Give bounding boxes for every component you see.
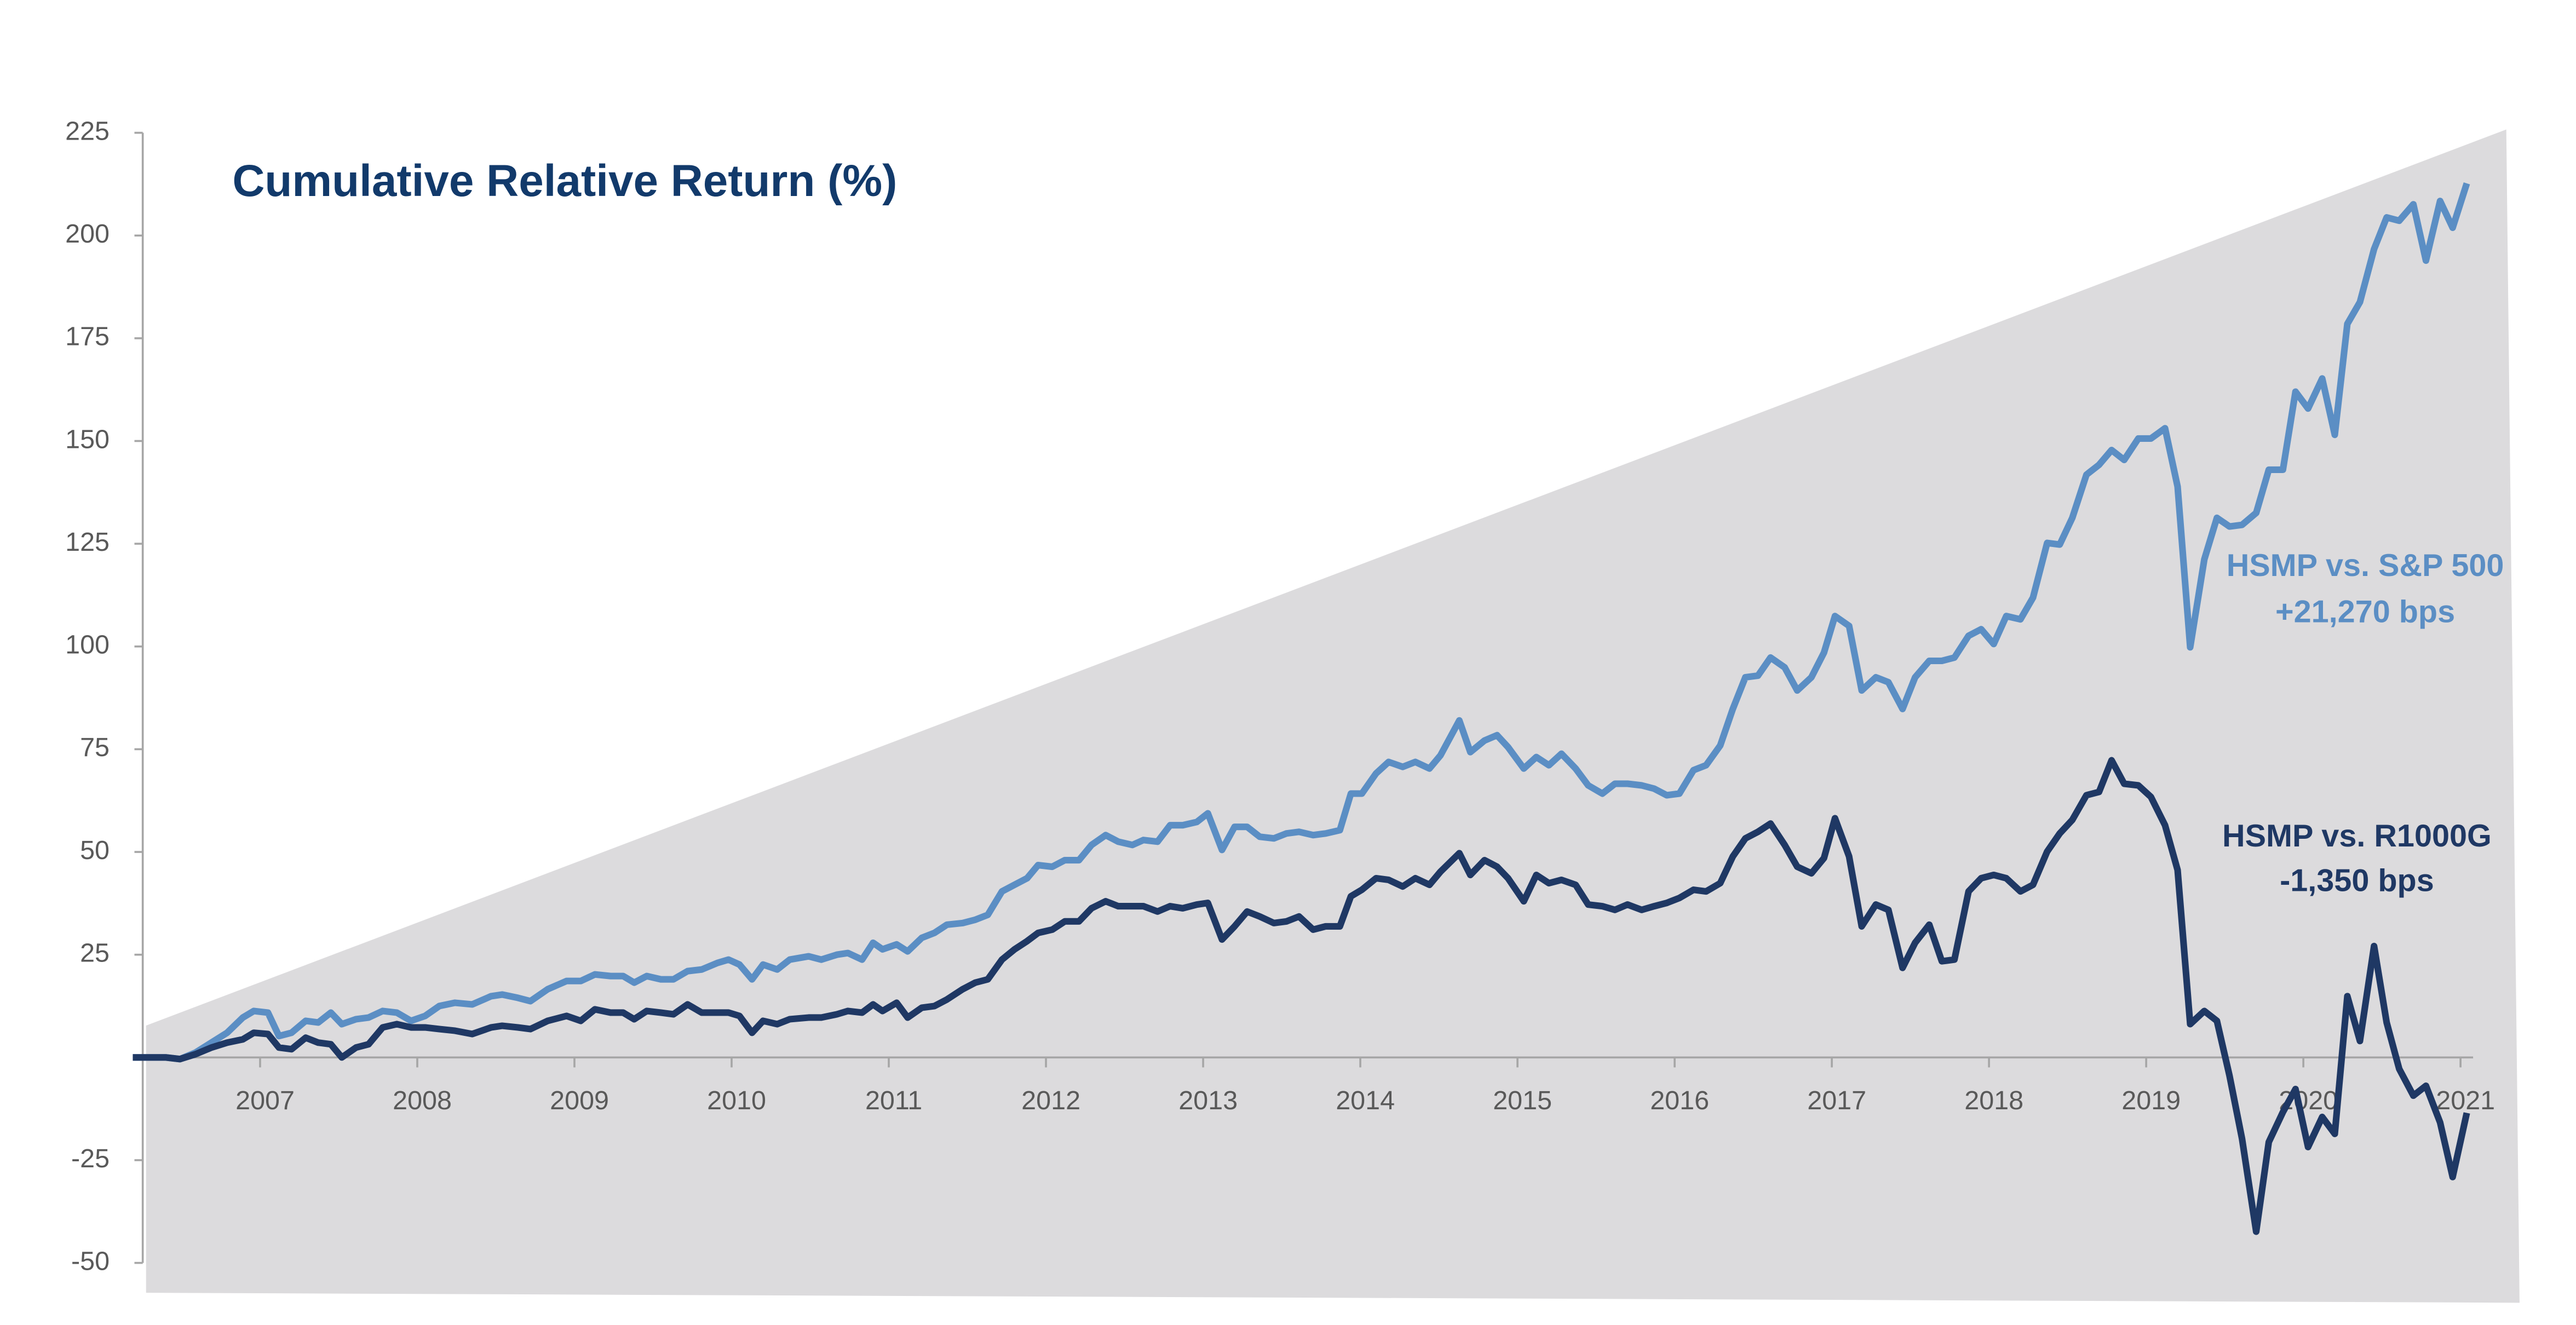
x-tick-label: 2011 [865, 1086, 922, 1115]
y-tick-label: -50 [71, 1246, 110, 1276]
x-tick-label: 2012 [1021, 1086, 1080, 1115]
y-tick-label: 125 [65, 527, 110, 557]
x-tick-label: 2015 [1493, 1086, 1552, 1115]
x-tick-label: 2008 [393, 1086, 452, 1115]
x-tick-label: 2021 [2436, 1086, 2495, 1115]
x-tick-label: 2010 [707, 1086, 766, 1115]
y-tick-label: 200 [65, 219, 110, 249]
x-tick-label: 2007 [235, 1086, 295, 1115]
x-tick-label: 2017 [1807, 1086, 1866, 1115]
x-tick-label: 2019 [2121, 1086, 2181, 1115]
y-tick-label: 75 [80, 733, 110, 762]
x-tick-label: 2018 [1964, 1086, 2023, 1115]
line-series [133, 757, 2470, 1235]
series-annotation: -1,350 bps [2280, 863, 2434, 898]
y-tick-label: 175 [65, 322, 110, 352]
y-tick-label: 50 [80, 836, 110, 865]
y-tick-label: -25 [71, 1144, 110, 1173]
y-tick-label: 100 [65, 630, 110, 660]
chart-title: Cumulative Relative Return (%) [232, 156, 897, 206]
y-tick-label: 25 [80, 938, 110, 967]
y-tick-label: 150 [65, 424, 110, 454]
x-tick-label: 2009 [550, 1086, 609, 1115]
series-annotation: +21,270 bps [2275, 595, 2455, 630]
y-tick-label: 225 [65, 116, 110, 146]
series-label: HSMP vs. R1000G [2222, 819, 2492, 854]
x-tick-label: 2014 [1336, 1086, 1395, 1115]
x-tick-label: 2013 [1178, 1086, 1238, 1115]
x-tick-label: 2016 [1650, 1086, 1709, 1115]
background-wedge [146, 129, 2520, 1303]
series-label: HSMP vs. S&P 500 [2227, 548, 2504, 583]
line-series [133, 182, 2470, 1063]
